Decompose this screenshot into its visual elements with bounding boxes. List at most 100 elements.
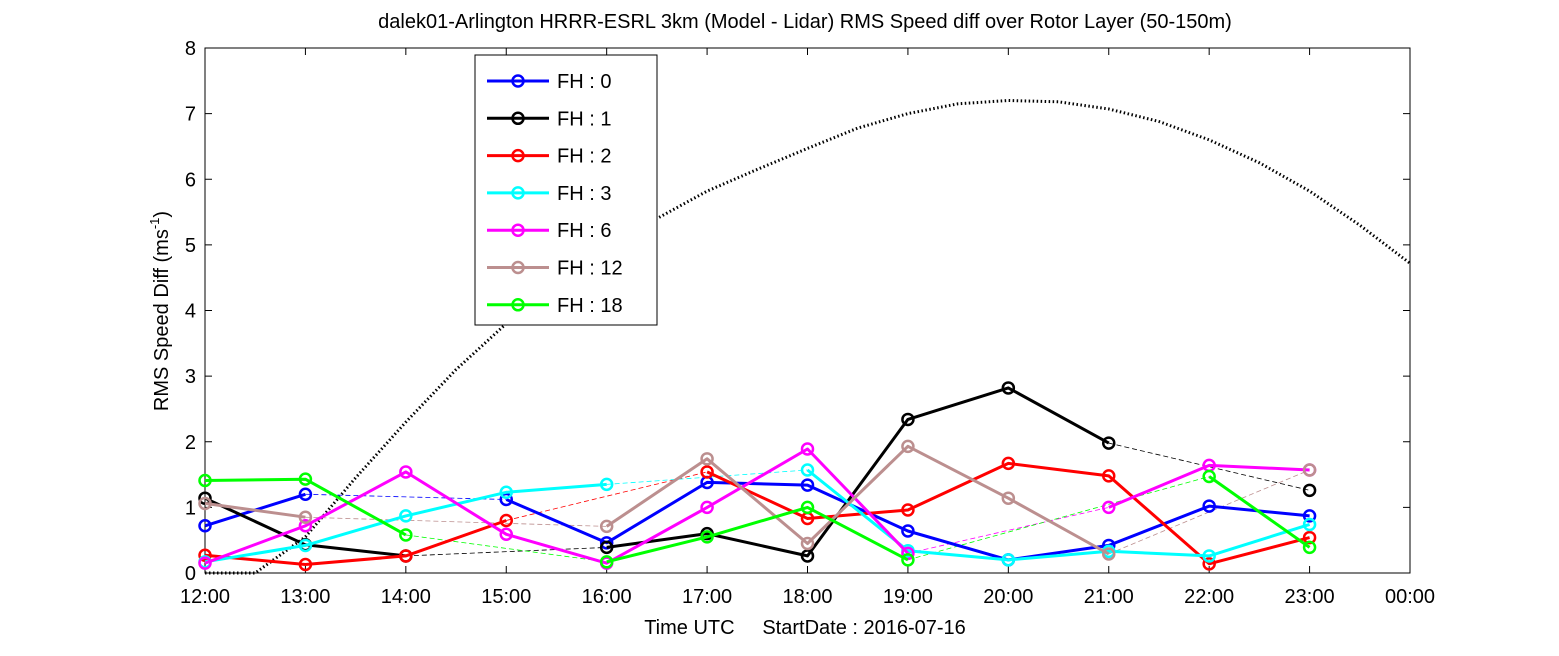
y-tick-label: 3 bbox=[185, 366, 196, 388]
gap-connector bbox=[405, 547, 607, 557]
data-point bbox=[1202, 557, 1216, 571]
legend-label: FH : 1 bbox=[557, 108, 611, 130]
data-point bbox=[700, 500, 714, 515]
data-point bbox=[599, 536, 614, 550]
legend-label: FH : 3 bbox=[557, 183, 611, 205]
data-point bbox=[901, 553, 915, 567]
data-point bbox=[499, 485, 513, 500]
series-line bbox=[204, 519, 507, 566]
series-line bbox=[606, 505, 909, 564]
legend-marker bbox=[511, 298, 525, 312]
legend-marker bbox=[511, 74, 525, 88]
data-point bbox=[198, 519, 212, 533]
data-point bbox=[1102, 436, 1116, 450]
data-point bbox=[599, 540, 614, 555]
x-tick-label: 22:00 bbox=[1184, 586, 1234, 608]
data-point bbox=[499, 513, 513, 528]
x-tick-label: 20:00 bbox=[983, 586, 1033, 608]
data-point bbox=[1302, 517, 1317, 532]
legend-marker bbox=[511, 111, 525, 126]
data-point bbox=[1302, 483, 1317, 498]
series-line bbox=[605, 444, 1110, 556]
data-point bbox=[800, 442, 815, 456]
gap-connector bbox=[1108, 442, 1310, 491]
data-point bbox=[1302, 509, 1317, 523]
series-line bbox=[1208, 475, 1311, 549]
data-point bbox=[198, 473, 212, 488]
x-tick-label: 14:00 bbox=[381, 586, 431, 608]
series-layer bbox=[198, 381, 1317, 572]
gap-connector bbox=[305, 493, 507, 500]
y-tick-label: 6 bbox=[185, 169, 196, 191]
data-point bbox=[700, 530, 714, 544]
data-point bbox=[1302, 463, 1317, 477]
series-line bbox=[204, 482, 607, 564]
legend-marker bbox=[511, 186, 525, 200]
data-point bbox=[1102, 469, 1116, 483]
data-point bbox=[1102, 500, 1116, 515]
series-line bbox=[606, 386, 1110, 558]
series-line bbox=[204, 477, 407, 537]
data-point bbox=[700, 452, 714, 466]
y-axis-label-main: RMS Speed Diff (ms bbox=[151, 229, 173, 411]
axis-ticks bbox=[204, 47, 1411, 574]
x-tick-label: 13:00 bbox=[280, 586, 330, 608]
data-point bbox=[1302, 540, 1317, 555]
data-point bbox=[1001, 456, 1016, 471]
y-axis-label: RMS Speed Diff (ms-1) bbox=[147, 211, 173, 411]
x-tick-label: 19:00 bbox=[883, 586, 933, 608]
data-point bbox=[800, 536, 815, 551]
data-point bbox=[298, 557, 313, 572]
data-point bbox=[599, 555, 614, 569]
series-line bbox=[1108, 463, 1310, 509]
data-point bbox=[599, 519, 614, 534]
data-point bbox=[901, 439, 915, 454]
data-point bbox=[1102, 547, 1116, 561]
x-tick-label: 15:00 bbox=[481, 586, 531, 608]
y-tick-label: 2 bbox=[185, 432, 196, 454]
data-point bbox=[399, 528, 413, 542]
series-4 bbox=[198, 442, 1317, 570]
legend-label: FH : 0 bbox=[557, 71, 611, 93]
data-point bbox=[198, 496, 212, 511]
y-tick-label: 4 bbox=[185, 301, 196, 323]
data-point bbox=[1202, 469, 1216, 484]
y-tick-label: 1 bbox=[185, 497, 196, 519]
data-point bbox=[1202, 499, 1216, 513]
data-point bbox=[599, 477, 614, 492]
x-tick-label: 17:00 bbox=[682, 586, 732, 608]
data-point bbox=[399, 509, 413, 523]
data-point bbox=[901, 524, 915, 538]
data-point bbox=[399, 465, 413, 479]
data-point bbox=[800, 463, 815, 477]
gap-connector bbox=[405, 534, 607, 563]
data-point bbox=[198, 556, 212, 570]
gap-connector bbox=[305, 516, 607, 527]
data-point bbox=[1001, 381, 1016, 395]
chart-title: dalek01-Arlington HRRR-ESRL 3km (Model -… bbox=[378, 11, 1232, 33]
series-1 bbox=[198, 381, 1317, 563]
legend: FH : 0 FH : 1 FH : 2 FH : 3 FH : 6 FH : 12 FH … bbox=[474, 54, 658, 326]
legend-label: FH : 2 bbox=[557, 146, 611, 168]
series-line bbox=[204, 501, 306, 519]
x-axis-label: Time UTC StartDate : 2016-07-16 bbox=[644, 617, 966, 639]
gap-connector bbox=[907, 506, 1109, 554]
x-tick-labels: 12:00 13:00 14:00 15:00 16:00 17:00 18:00 19:00… bbox=[180, 586, 1435, 608]
y-tick-label: 5 bbox=[185, 235, 196, 257]
series-5 bbox=[198, 439, 1317, 561]
data-point bbox=[901, 412, 915, 427]
x-tick-label: 23:00 bbox=[1285, 586, 1335, 608]
x-tick-label: 00:00 bbox=[1385, 586, 1435, 608]
data-point bbox=[298, 538, 313, 553]
legend-marker bbox=[511, 148, 525, 163]
data-point bbox=[800, 549, 815, 563]
data-point bbox=[298, 510, 313, 524]
data-point bbox=[700, 465, 714, 479]
series-line bbox=[706, 461, 1310, 566]
data-point bbox=[1001, 491, 1016, 505]
y-tick-labels: 0 1 2 3 4 5 6 7 8 bbox=[185, 38, 196, 585]
x-tick-label: 21:00 bbox=[1084, 586, 1134, 608]
dotted-curve-layer bbox=[205, 98, 1411, 575]
plot-area-frame bbox=[204, 47, 1411, 574]
y-tick-label: 8 bbox=[185, 38, 196, 60]
